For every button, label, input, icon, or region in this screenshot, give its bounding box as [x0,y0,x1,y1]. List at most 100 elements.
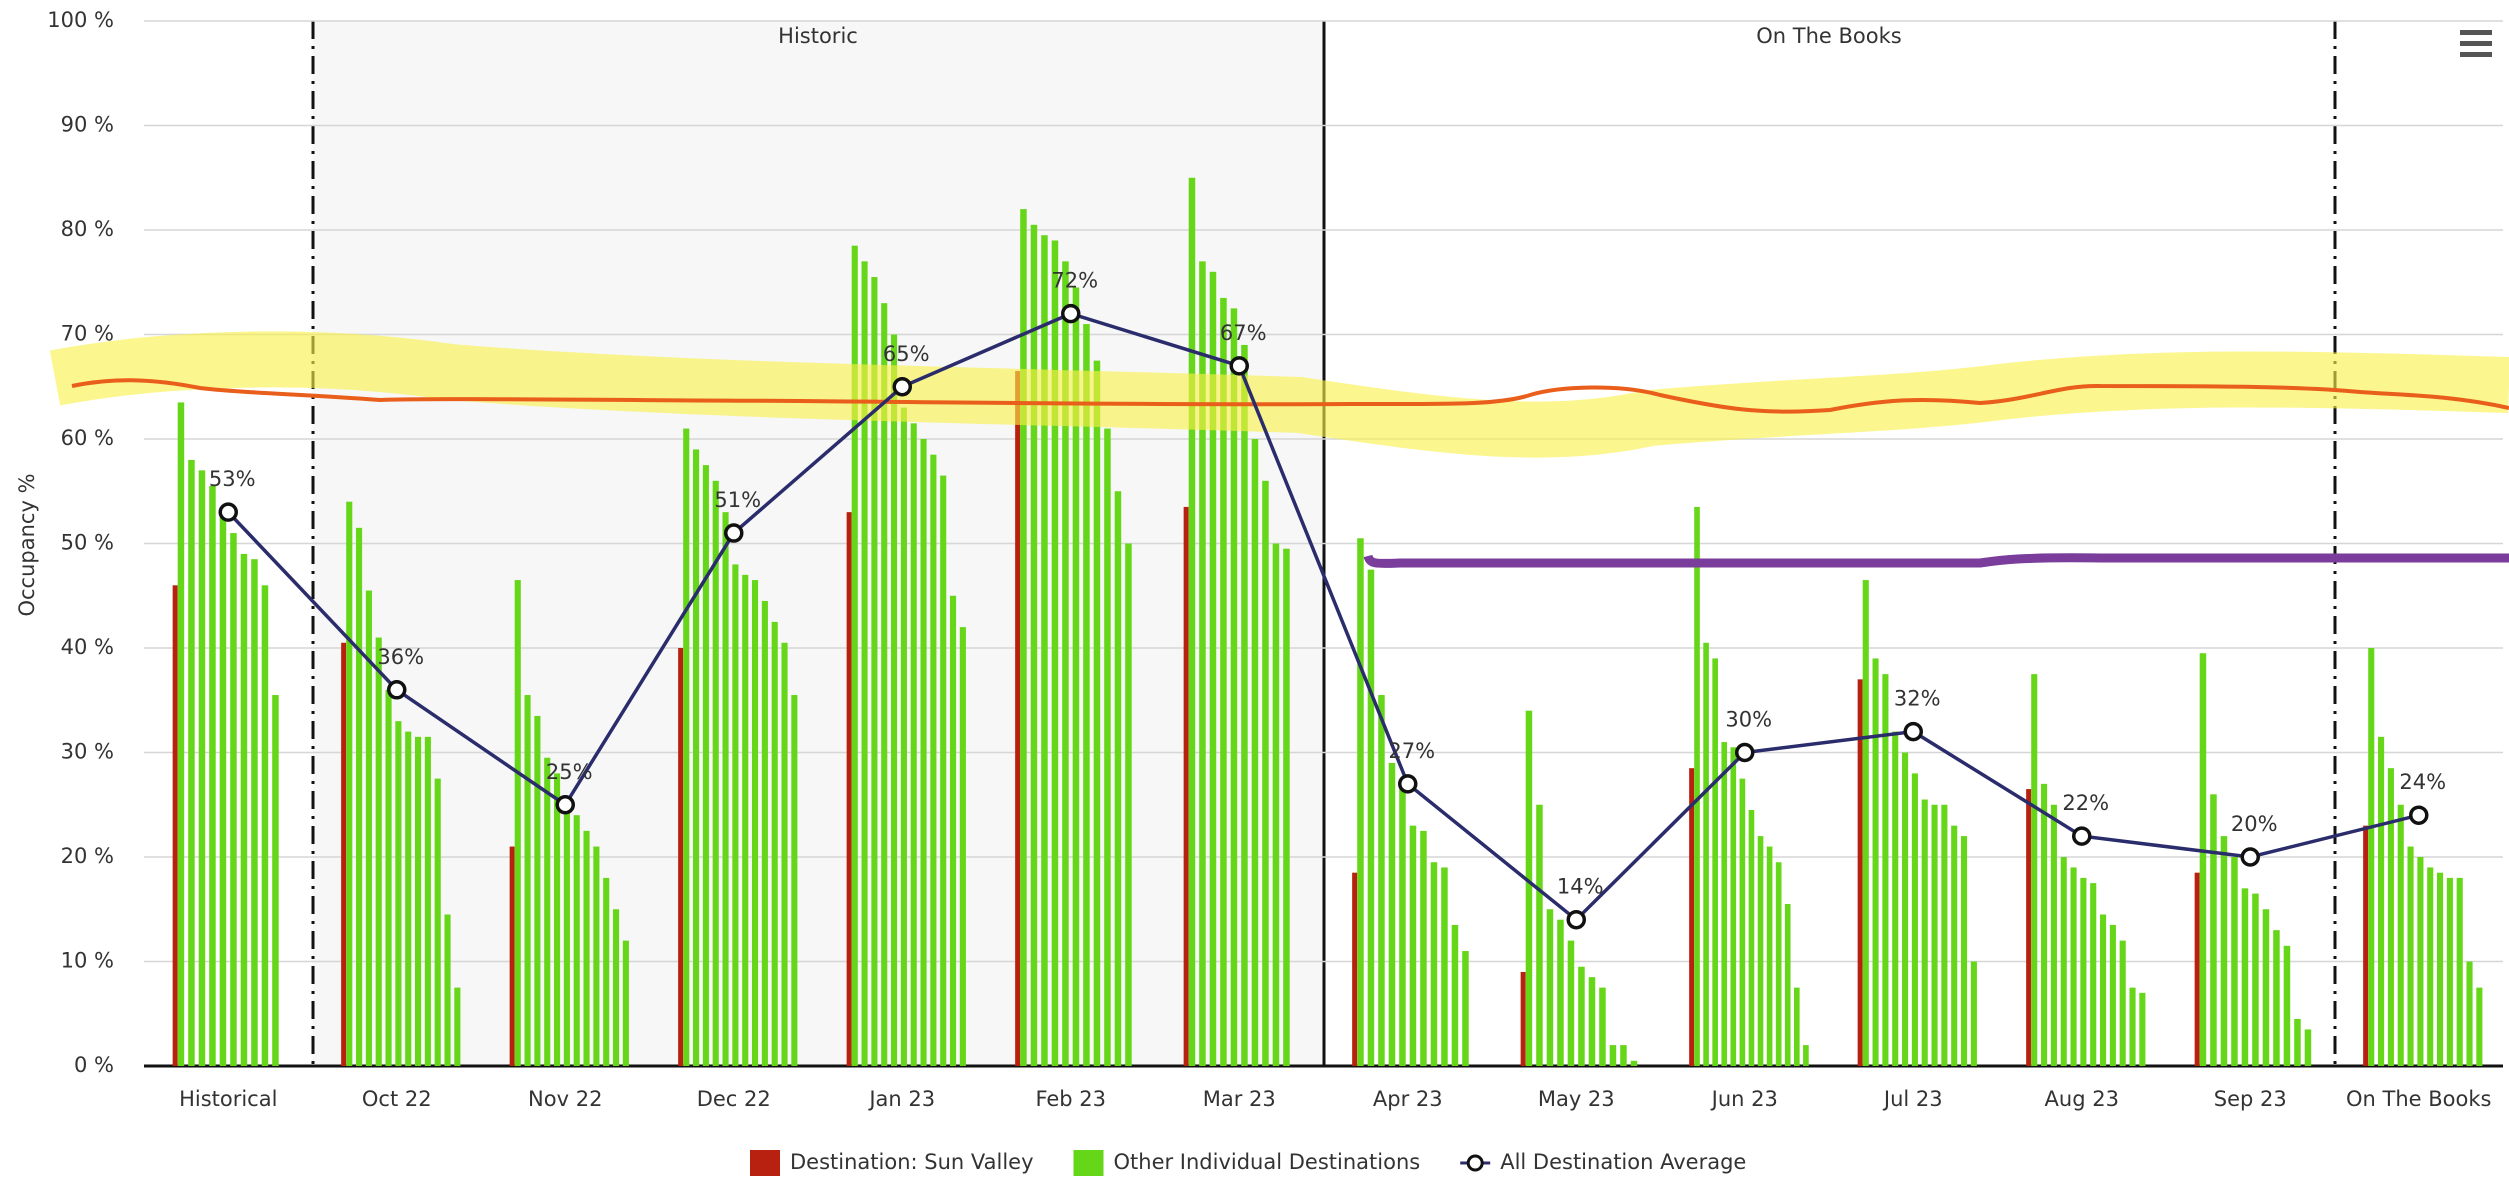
legend-label: Other Individual Destinations [1114,1150,1421,1174]
bar [1262,481,1269,1066]
x-tick-label: Historical [179,1087,277,1111]
bar [435,779,441,1066]
bar [2120,941,2126,1066]
bar [2466,962,2472,1067]
bar [2210,794,2217,1066]
bar [1389,763,1396,1066]
x-tick-label: Jan 23 [867,1087,935,1111]
bar [510,847,515,1066]
x-tick-label: Jul 23 [1882,1087,1943,1111]
bar [1568,941,1575,1066]
bar [515,580,521,1066]
bar [1863,580,1869,1066]
bar [2284,946,2291,1066]
point [1905,724,1921,740]
bar [1922,800,1928,1066]
bar [2305,1029,2312,1066]
y-tick-label: 10 % [61,949,114,973]
bar [1420,831,1427,1066]
data-label: 22% [2062,791,2109,815]
data-label: 24% [2399,770,2446,794]
x-tick-label: Mar 23 [1203,1087,1276,1111]
bar [1961,836,1967,1066]
bar [2195,873,2200,1066]
bar [1873,658,1879,1066]
bar [2129,988,2135,1066]
legend-item[interactable]: All Destination Average [1460,1150,1746,1174]
bar [230,533,237,1066]
y-tick-label: 50 % [61,531,114,555]
bar [1283,549,1290,1066]
bar [2263,909,2270,1066]
bar [603,878,609,1066]
bar [386,690,392,1066]
bar [2026,789,2031,1066]
bar [346,502,352,1066]
bar [791,695,797,1066]
bar [683,429,689,1066]
bar [623,941,629,1066]
data-label: 32% [1894,687,1941,711]
bar [525,695,531,1066]
bar [454,988,460,1066]
bar [1020,209,1027,1066]
data-label: 20% [2231,812,2278,836]
bar [1104,429,1111,1066]
bar [584,831,590,1066]
bar [1441,867,1448,1066]
bar [1189,178,1196,1066]
x-tick-label: Apr 23 [1373,1087,1443,1111]
point [557,797,573,813]
bar [376,638,382,1066]
bar [534,716,540,1066]
bar [425,737,431,1066]
bar [891,335,897,1067]
bar [1951,826,1957,1066]
menu-bar [2460,30,2492,35]
bar [1694,507,1700,1066]
bar [2041,784,2047,1066]
bar [703,465,709,1066]
bar [921,439,927,1066]
bar [2363,826,2368,1066]
bar [762,601,768,1066]
bar [1631,1061,1638,1066]
bar [2231,857,2238,1066]
data-label: 65% [883,342,930,366]
bar [1368,570,1375,1066]
legend-item[interactable]: Destination: Sun Valley [750,1150,1034,1176]
bar [742,575,748,1066]
bar [1557,920,1564,1066]
menu-icon[interactable] [2460,30,2492,57]
bar [1892,732,1898,1066]
bar [1241,345,1248,1066]
data-label: 14% [1557,875,1604,899]
bar [1352,873,1357,1066]
x-tick-label: Dec 22 [697,1087,771,1111]
bar [1971,962,1977,1067]
point [726,525,742,541]
legend-item[interactable]: Other Individual Destinations [1074,1150,1421,1176]
bar [2061,857,2067,1066]
point [1400,776,1416,792]
bar [2388,768,2394,1066]
bar [950,596,956,1066]
point [389,682,405,698]
bar [1776,862,1782,1066]
bar [2071,867,2077,1066]
bar [1083,324,1090,1066]
bar [2100,914,2106,1066]
bar [209,486,216,1066]
bar [1357,538,1364,1066]
bar [2427,867,2433,1066]
bar [1273,544,1280,1067]
point [2242,849,2258,865]
data-label: 53% [209,467,256,491]
bar [544,758,550,1066]
bar [1547,909,1554,1066]
data-label: 36% [377,645,424,669]
bar [2294,1019,2301,1066]
bar [220,512,227,1066]
bar [772,622,778,1066]
bar [1399,784,1406,1066]
